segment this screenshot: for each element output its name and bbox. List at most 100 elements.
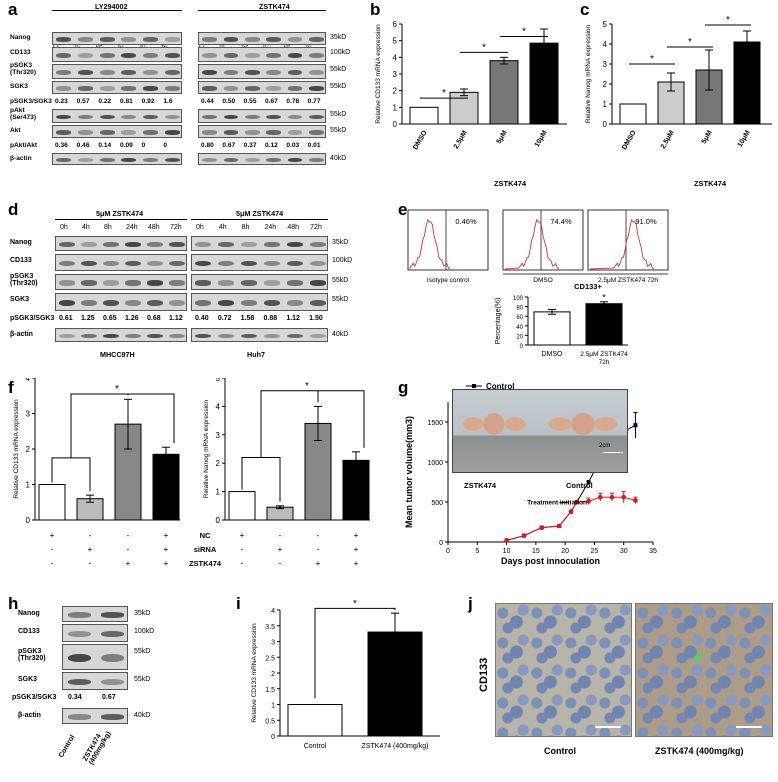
blot-d-left-3-band	[125, 300, 141, 306]
blot-d-actin-left-band	[125, 333, 141, 339]
table-mark: -	[317, 531, 320, 540]
data-point	[633, 423, 638, 428]
photo-scale-label: 2cm	[599, 443, 611, 449]
y-tick-label: 2	[393, 87, 398, 96]
blot-d-left-0-band	[103, 242, 119, 247]
ratio-value: 0.78	[286, 98, 300, 105]
photo-label-control: Control	[566, 481, 593, 490]
blot-d-right-1-band	[309, 260, 326, 267]
blot-zstk-1-band	[223, 53, 239, 58]
blot-akt-ly-0-band	[164, 114, 180, 120]
lane-label: Control	[57, 733, 77, 759]
blot-d-right-2-band	[195, 280, 212, 286]
data-point	[556, 523, 562, 529]
chart-c: 0 1 2 3 4 5 Relative Nanog mRNA expression DMSO…	[585, 15, 772, 188]
flow-histogram-frame	[502, 209, 584, 271]
x-tick-label: 10	[503, 548, 511, 555]
blot-d-right-3-band	[218, 300, 235, 306]
blot-d-right-1-band	[218, 260, 235, 267]
table-row-label: ZSTK474	[189, 559, 222, 568]
blot-h-actin	[62, 708, 128, 724]
x-tick-label: 0	[446, 548, 450, 555]
x-tick-label: 5	[475, 548, 479, 555]
significance-star: *	[522, 27, 526, 38]
blot-zstk-1-band	[244, 53, 260, 58]
time-label: 72h	[170, 224, 182, 231]
scale-bar	[595, 726, 621, 728]
x-tick-label: 5μM	[701, 129, 714, 145]
blot-zstk-0-band	[287, 37, 303, 42]
time-label: 4h	[82, 224, 90, 231]
blot-ly-1	[52, 47, 182, 62]
blot-akt-zstk-1-band	[266, 130, 282, 135]
y-axis-label: Relative CD133 mRNA expression	[13, 399, 20, 499]
time-label: 0h	[196, 224, 204, 231]
y-tick-label: 0	[393, 120, 398, 129]
ratio-value: 0.67	[265, 98, 278, 105]
blot-d-right-0-band	[263, 242, 280, 247]
table-mark: +	[126, 559, 131, 568]
y-tick-label: 5	[216, 378, 221, 383]
ratio-value: 0.61	[59, 315, 73, 322]
blot-d-left-0-band	[81, 242, 97, 247]
panel-letter-i: i	[236, 594, 241, 613]
blot-h-actin-band	[100, 714, 125, 720]
table-mark: +	[164, 531, 169, 540]
blot-ly-3-band	[77, 86, 94, 91]
blot-ly-2-band	[164, 70, 180, 75]
x-group-label: ZSTK474	[694, 179, 727, 188]
blot-zstk-0-band	[308, 37, 324, 42]
data-point	[574, 499, 580, 505]
treatment-bracket-right	[191, 219, 328, 220]
ratio-value: 0.67	[102, 694, 116, 701]
y-tick-label: 20	[516, 334, 523, 340]
blot-d-left-1-band	[147, 260, 163, 267]
bar	[342, 459, 370, 521]
data-point	[586, 480, 591, 484]
bracket	[128, 393, 175, 444]
blot-d-left-0-band	[59, 242, 75, 247]
row-label: CD133	[10, 49, 31, 56]
data-point	[586, 498, 591, 504]
ratio-label: pSGK3/SGK3	[12, 694, 57, 701]
panel-letter-g: g	[398, 378, 409, 397]
mw-marker: 35kD	[330, 34, 347, 41]
blot-zstk-0-band	[266, 37, 282, 42]
blot-actin-ly	[52, 153, 182, 165]
data-point	[568, 509, 574, 514]
ihc-label-control: Control	[544, 746, 576, 756]
blot-d-left-3-band	[169, 300, 185, 306]
bar	[228, 491, 256, 521]
blot-zstk-2-band	[223, 70, 239, 75]
table-mark: -	[89, 531, 92, 540]
cell-line-mhcc97h: MHCC97H	[100, 350, 135, 359]
blot-d-left-1-band	[59, 260, 75, 267]
row-label: SGK3	[10, 83, 28, 90]
blot-d-actin-left-band	[169, 333, 185, 339]
blot-ly-3-band	[142, 86, 159, 91]
y-tick-label: 1000	[427, 460, 443, 467]
x-tick-label: DMSO	[621, 129, 638, 151]
blot-ly-1-band	[164, 53, 180, 58]
blot-d-right-1-band	[195, 260, 212, 267]
row-label: SGK3	[10, 296, 30, 303]
blot-h-0	[62, 606, 128, 622]
row-label: pSGK3 (Thr320)	[10, 273, 38, 287]
blot-d-left-1	[55, 254, 187, 271]
y-axis-label: Relative CD133 mRNA expression	[375, 24, 382, 124]
blot-akt-zstk-0-band	[266, 114, 282, 120]
chart-i: 0 0.5 1 1.5 2 2.5 3 3.5 4 Relative CD133 mRNA exp…	[251, 600, 440, 750]
blot-ly-3-band	[56, 86, 72, 91]
ratio-value: 1.58	[240, 315, 255, 322]
ratio-value: 1.6	[163, 98, 173, 105]
mw-marker: 40kD	[330, 155, 347, 162]
y-tick-label: 2.5	[265, 655, 275, 662]
ratio-value: 0.36	[55, 142, 68, 149]
ratio-label: pAkt/Akt	[10, 142, 38, 149]
significance-star: *	[442, 88, 446, 99]
x-tick-label: ZSTK474 (400mg/kg)	[362, 743, 429, 750]
blot-h-1-band	[67, 631, 92, 637]
group-label-zstk474: ZSTK474	[259, 2, 290, 11]
blot-akt-ly-0-band	[121, 114, 137, 120]
y-tick-label: 1	[216, 488, 221, 497]
